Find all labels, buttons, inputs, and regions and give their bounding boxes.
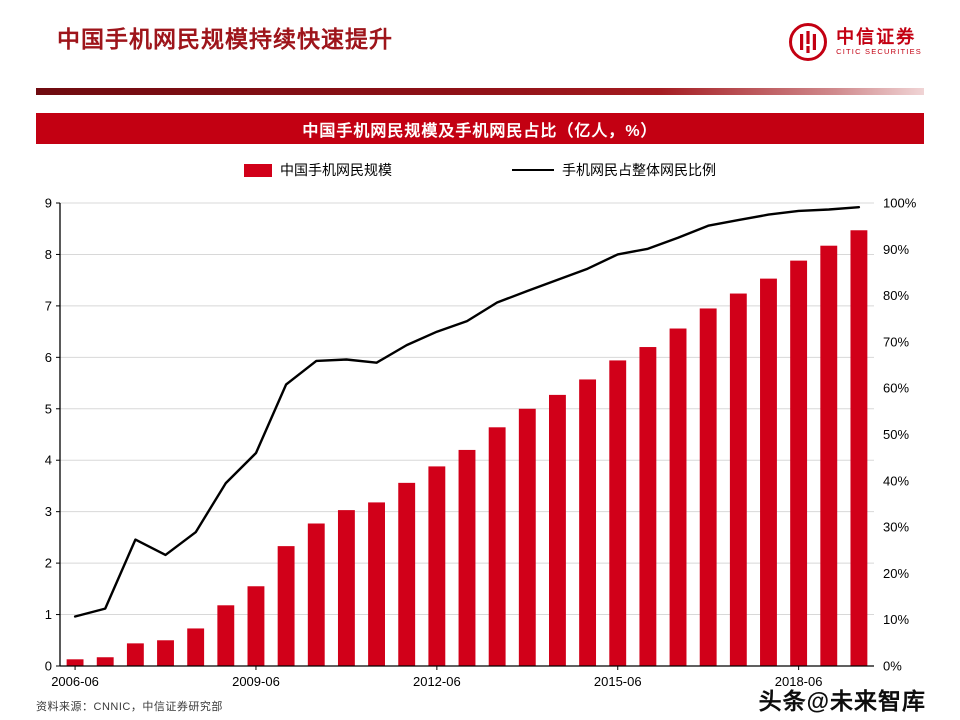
citic-logo-en: CITIC SECURITIES bbox=[836, 46, 922, 56]
bar bbox=[337, 510, 355, 666]
bar bbox=[699, 308, 717, 666]
bar bbox=[157, 640, 174, 666]
right-axis-label: 60% bbox=[883, 381, 909, 396]
left-axis-label: 1 bbox=[45, 607, 52, 622]
source-note: 资料来源：CNNIC，中信证券研究部 bbox=[36, 701, 223, 713]
left-axis-label: 6 bbox=[45, 350, 52, 365]
bar bbox=[428, 466, 446, 666]
legend-label-bars: 中国手机网民规模 bbox=[280, 162, 392, 178]
line-series-swatch-icon bbox=[512, 169, 554, 171]
bar bbox=[760, 278, 777, 666]
bar bbox=[277, 546, 295, 666]
chart-area: 0 1 2 3 4 5 6 7 8 9 0% 10% 20% 30% 40% 50% 60% 70% 80% 90% 1… bbox=[20, 193, 930, 698]
left-axis-label: 0 bbox=[45, 659, 52, 674]
bar bbox=[579, 379, 597, 666]
slide-header: 中国手机网民规模持续快速提升 bbox=[57, 20, 393, 54]
left-axis-label: 2 bbox=[45, 556, 52, 571]
right-axis-label: 80% bbox=[883, 288, 909, 303]
right-axis-label: 30% bbox=[883, 520, 909, 535]
bar bbox=[549, 394, 566, 666]
citic-logo-text: 中信证券 CITIC SECURITIES bbox=[836, 26, 922, 56]
bar bbox=[669, 328, 687, 666]
bar bbox=[126, 643, 144, 666]
bar bbox=[639, 347, 657, 666]
citic-logo-cn: 中信证券 bbox=[836, 26, 917, 47]
legend-item-bars: 中国手机网民规模 bbox=[244, 160, 392, 180]
bar bbox=[458, 449, 476, 666]
bar bbox=[850, 230, 868, 666]
bar bbox=[187, 628, 205, 666]
right-axis-label: 70% bbox=[883, 334, 909, 349]
bar bbox=[518, 408, 536, 666]
left-axis-label: 8 bbox=[45, 247, 52, 262]
left-axis-label: 5 bbox=[45, 401, 52, 416]
bar bbox=[368, 502, 385, 666]
right-axis-label: 10% bbox=[883, 612, 909, 627]
bar bbox=[307, 523, 325, 666]
bar bbox=[247, 586, 265, 666]
right-axis-label: 90% bbox=[883, 242, 909, 257]
bar bbox=[217, 605, 235, 666]
x-axis-label: 2006-06 bbox=[51, 674, 99, 689]
bar bbox=[790, 260, 808, 666]
chart-svg: 01234567890%10%20%30%40%50%60%70%80%90%1… bbox=[45, 196, 917, 690]
bar bbox=[609, 360, 627, 666]
right-axis-label: 50% bbox=[883, 427, 909, 442]
right-axis-label: 0% bbox=[883, 659, 902, 674]
bar bbox=[488, 427, 506, 666]
right-axis-label: 40% bbox=[883, 473, 909, 488]
watermark: 头条@未来智库 bbox=[758, 688, 926, 714]
x-axis-label: 2015-06 bbox=[594, 674, 642, 689]
right-axis-label: 100% bbox=[883, 196, 917, 211]
bar bbox=[398, 482, 416, 666]
left-axis-label: 9 bbox=[45, 196, 52, 211]
page-title: 中国手机网民规模持续快速提升 bbox=[57, 26, 393, 52]
legend-item-line: 手机网民占整体网民比例 bbox=[512, 160, 716, 180]
line-series bbox=[73, 205, 861, 618]
citic-seal-icon bbox=[789, 23, 828, 61]
x-axis-label: 2009-06 bbox=[232, 674, 280, 689]
bar bbox=[96, 657, 114, 666]
right-axis-label: 20% bbox=[883, 566, 909, 581]
bar bbox=[66, 659, 84, 666]
chart-legend: 中国手机网民规模 手机网民占整体网民比例 bbox=[0, 158, 960, 182]
left-axis-label: 3 bbox=[45, 504, 52, 519]
citic-logo: 中信证券 CITIC SECURITIES bbox=[788, 22, 922, 62]
bar-series-swatch-icon bbox=[244, 163, 272, 177]
chart-title-banner: 中国手机网民规模及手机网民占比（亿人，%） bbox=[36, 113, 924, 144]
header-divider bbox=[36, 88, 924, 95]
left-axis-label: 7 bbox=[45, 298, 52, 313]
x-axis-label: 2012-06 bbox=[413, 674, 461, 689]
bar bbox=[729, 293, 747, 666]
x-axis-label: 2018-06 bbox=[775, 674, 823, 689]
bar bbox=[820, 245, 838, 666]
legend-label-line: 手机网民占整体网民比例 bbox=[562, 162, 716, 178]
left-axis-label: 4 bbox=[45, 453, 52, 468]
